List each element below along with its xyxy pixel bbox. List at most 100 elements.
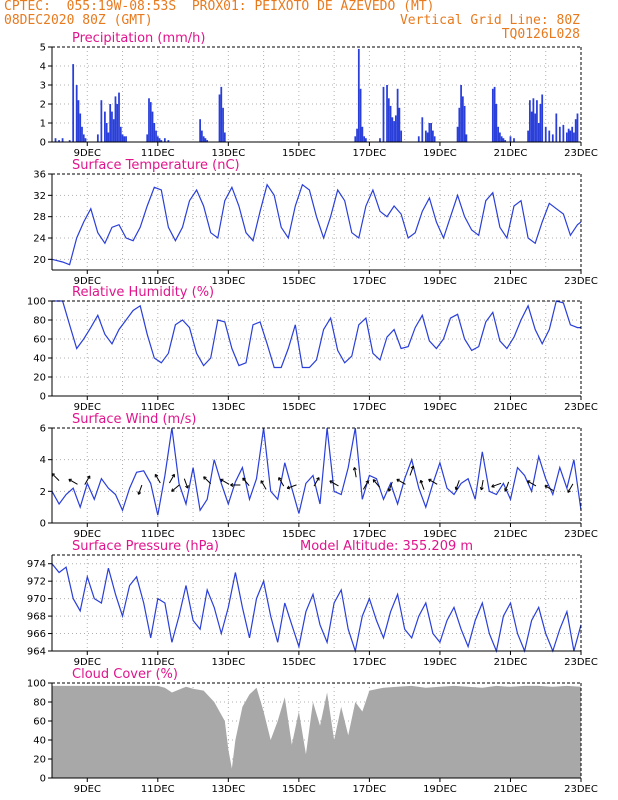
precipitation-bar <box>502 138 505 142</box>
wind-arrow-head <box>230 483 234 487</box>
precipitation-bar <box>491 88 494 142</box>
humidity-xtick-label: 11DEC <box>141 402 175 413</box>
wind-arrow-shaft <box>171 484 180 492</box>
pressure-xtick-label: 21DEC <box>494 657 528 668</box>
precipitation-bar <box>562 124 565 142</box>
wind-arrow-shaft <box>154 474 161 484</box>
precipitation-bar <box>382 86 385 142</box>
pressure-xtick-label: 17DEC <box>353 657 387 668</box>
pressure-ytick-label: 970 <box>27 594 46 605</box>
precipitation-bar <box>116 104 119 142</box>
wind-xtick-label: 11DEC <box>141 529 175 540</box>
precipitation-bar <box>566 132 568 142</box>
precipitation-bar <box>58 140 60 142</box>
wind-arrow-shaft <box>396 478 406 485</box>
precipitation-bar <box>536 100 538 142</box>
precipitation-bar <box>218 94 221 142</box>
precipitation-bar <box>393 121 395 142</box>
precipitation-bar <box>357 48 360 142</box>
precipitation-bar <box>79 113 82 142</box>
humidity-ytick-label: 100 <box>27 297 46 308</box>
temperature-title: Surface Temperature (nC) <box>72 158 240 173</box>
precipitation-bar <box>379 138 381 142</box>
wind-arrow-shaft <box>313 477 320 487</box>
pressure-title: Surface Pressure (hPa) <box>72 539 219 554</box>
humidity-ytick-label: 60 <box>33 335 46 346</box>
precipitation-bar <box>202 136 205 142</box>
precipitation-bar <box>551 134 554 142</box>
wind-arrow-head <box>567 489 571 493</box>
precipitation-bar <box>571 126 574 142</box>
precipitation-bar <box>118 92 120 142</box>
precipitation-bar <box>433 136 436 142</box>
wind-xtick-label: 15DEC <box>282 529 316 540</box>
wind-arrow-head <box>396 478 400 483</box>
wind-arrow-head <box>286 485 291 490</box>
pressure-xtick-label: 19DEC <box>423 657 457 668</box>
wind-arrow-head <box>372 479 377 483</box>
precipitation-bar <box>61 138 64 142</box>
precipitation-bar <box>426 132 429 142</box>
cloud-cover-xtick-label: 13DEC <box>211 784 245 795</box>
precipitation-bar <box>68 140 71 142</box>
precipitation-bar <box>569 130 572 142</box>
precipitation-bar <box>574 119 577 142</box>
precipitation-bar <box>539 104 542 142</box>
pressure-ytick-label: 966 <box>27 629 46 640</box>
precipitation-bar <box>532 98 535 142</box>
precipitation-bar <box>160 140 163 142</box>
precipitation-bar <box>125 136 127 142</box>
pressure-ytick-label: 968 <box>27 612 46 623</box>
precipitation-bar <box>573 132 575 142</box>
precipitation-bar <box>417 136 420 142</box>
temperature-ytick-label: 24 <box>33 234 46 245</box>
pressure-xtick-label: 13DEC <box>211 657 245 668</box>
wind-arrow-head <box>544 485 548 489</box>
wind-arrow-shaft <box>480 479 484 491</box>
temperature-xtick-label: 19DEC <box>423 276 457 287</box>
wind-arrow-head <box>352 467 357 471</box>
precipitation-bar <box>361 126 364 142</box>
precipitation-xtick-label: 23DEC <box>564 148 598 159</box>
wind-arrow-shaft <box>137 484 143 495</box>
wind-arrow-shaft <box>168 474 175 484</box>
humidity-xtick-label: 17DEC <box>353 402 387 413</box>
precipitation-bar <box>504 140 507 142</box>
humidity-xtick-label: 15DEC <box>282 402 316 413</box>
precipitation-bar <box>81 126 83 142</box>
precipitation-bar <box>75 85 78 142</box>
pressure-ytick-label: 964 <box>27 647 46 658</box>
wind-arrow-shaft <box>353 467 357 478</box>
precipitation-bar <box>158 138 161 142</box>
precipitation-bar <box>396 88 399 142</box>
header-grid-line-note: Vertical Grid Line: 80Z <box>399 13 580 28</box>
wind-arrow-shaft <box>84 475 91 485</box>
precipitation-xtick-label: 9DEC <box>74 148 101 159</box>
wind-arrow-shaft <box>329 480 339 487</box>
precipitation-bar <box>465 134 468 142</box>
wind-xtick-label: 9DEC <box>74 529 101 540</box>
temperature-xtick-label: 21DEC <box>494 276 528 287</box>
wind-arrow-head <box>137 491 142 495</box>
precipitation-bar <box>112 119 115 142</box>
precipitation-bar <box>356 128 358 142</box>
precipitation-bar <box>149 102 152 142</box>
pressure-series-line <box>51 563 582 654</box>
precipitation-bar <box>463 105 466 142</box>
wind-arrow-head <box>504 488 508 492</box>
temperature-xtick-label: 23DEC <box>564 276 598 287</box>
wind-arrow-shaft <box>491 482 502 488</box>
precipitation-bar <box>151 111 154 142</box>
wind-arrow-shaft <box>260 480 267 490</box>
temperature-xtick-label: 13DEC <box>211 276 245 287</box>
temperature-ytick-label: 28 <box>33 212 46 223</box>
header-model-id: TQ0126L028 <box>501 27 580 42</box>
precipitation-bar <box>424 130 427 142</box>
precipitation-bar <box>548 130 551 142</box>
wind-arrow-shaft <box>409 465 414 476</box>
precipitation-bar <box>82 134 85 142</box>
humidity-xtick-label: 21DEC <box>494 402 528 413</box>
precipitation-bar <box>500 136 503 142</box>
humidity-title: Relative Humidity (%) <box>72 285 214 300</box>
